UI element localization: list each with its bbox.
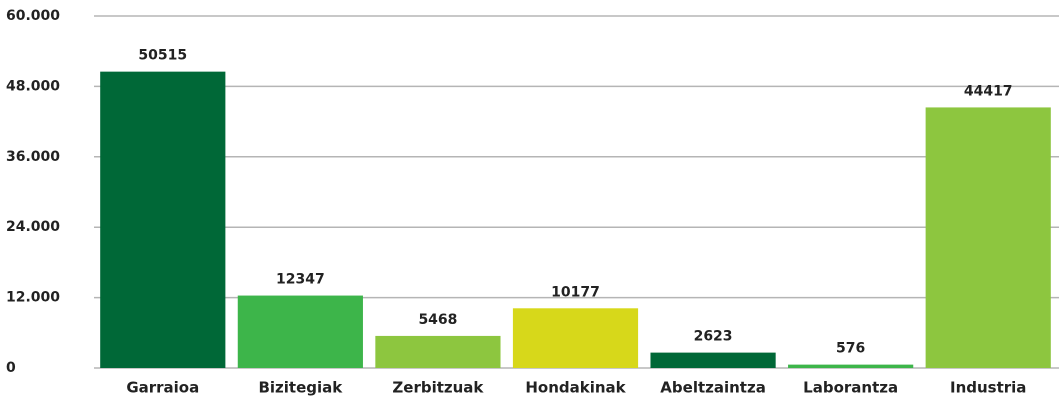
value-label: 2623 bbox=[694, 329, 733, 345]
value-label: 10177 bbox=[551, 284, 600, 300]
y-tick-label: 12.000 bbox=[6, 290, 60, 306]
x-tick-label: Garraioa bbox=[126, 379, 199, 397]
x-tick-label: Zerbitzuak bbox=[392, 379, 484, 397]
y-tick-label: 0 bbox=[6, 360, 16, 376]
y-tick-label: 36.000 bbox=[6, 149, 60, 165]
x-tick-label: Hondakinak bbox=[525, 379, 626, 397]
y-tick-label: 48.000 bbox=[6, 78, 60, 94]
bar bbox=[512, 308, 639, 368]
x-tick-label: Bizitegiak bbox=[258, 379, 343, 397]
bar bbox=[650, 352, 776, 368]
y-tick-label: 24.000 bbox=[6, 219, 60, 235]
bar bbox=[375, 335, 501, 368]
x-tick-label: Laborantza bbox=[803, 379, 898, 397]
x-tick-label: Abeltzaintza bbox=[660, 379, 766, 397]
y-tick-label: 60.000 bbox=[6, 8, 60, 24]
bar bbox=[788, 364, 914, 368]
x-tick-label: Industria bbox=[950, 379, 1026, 397]
value-label: 50515 bbox=[138, 48, 187, 64]
value-label: 12347 bbox=[276, 272, 325, 288]
value-label: 576 bbox=[836, 341, 865, 357]
value-label: 44417 bbox=[964, 83, 1013, 99]
bar bbox=[237, 295, 363, 368]
bar bbox=[100, 71, 226, 369]
bar bbox=[925, 107, 1051, 369]
value-label: 5468 bbox=[418, 312, 457, 328]
